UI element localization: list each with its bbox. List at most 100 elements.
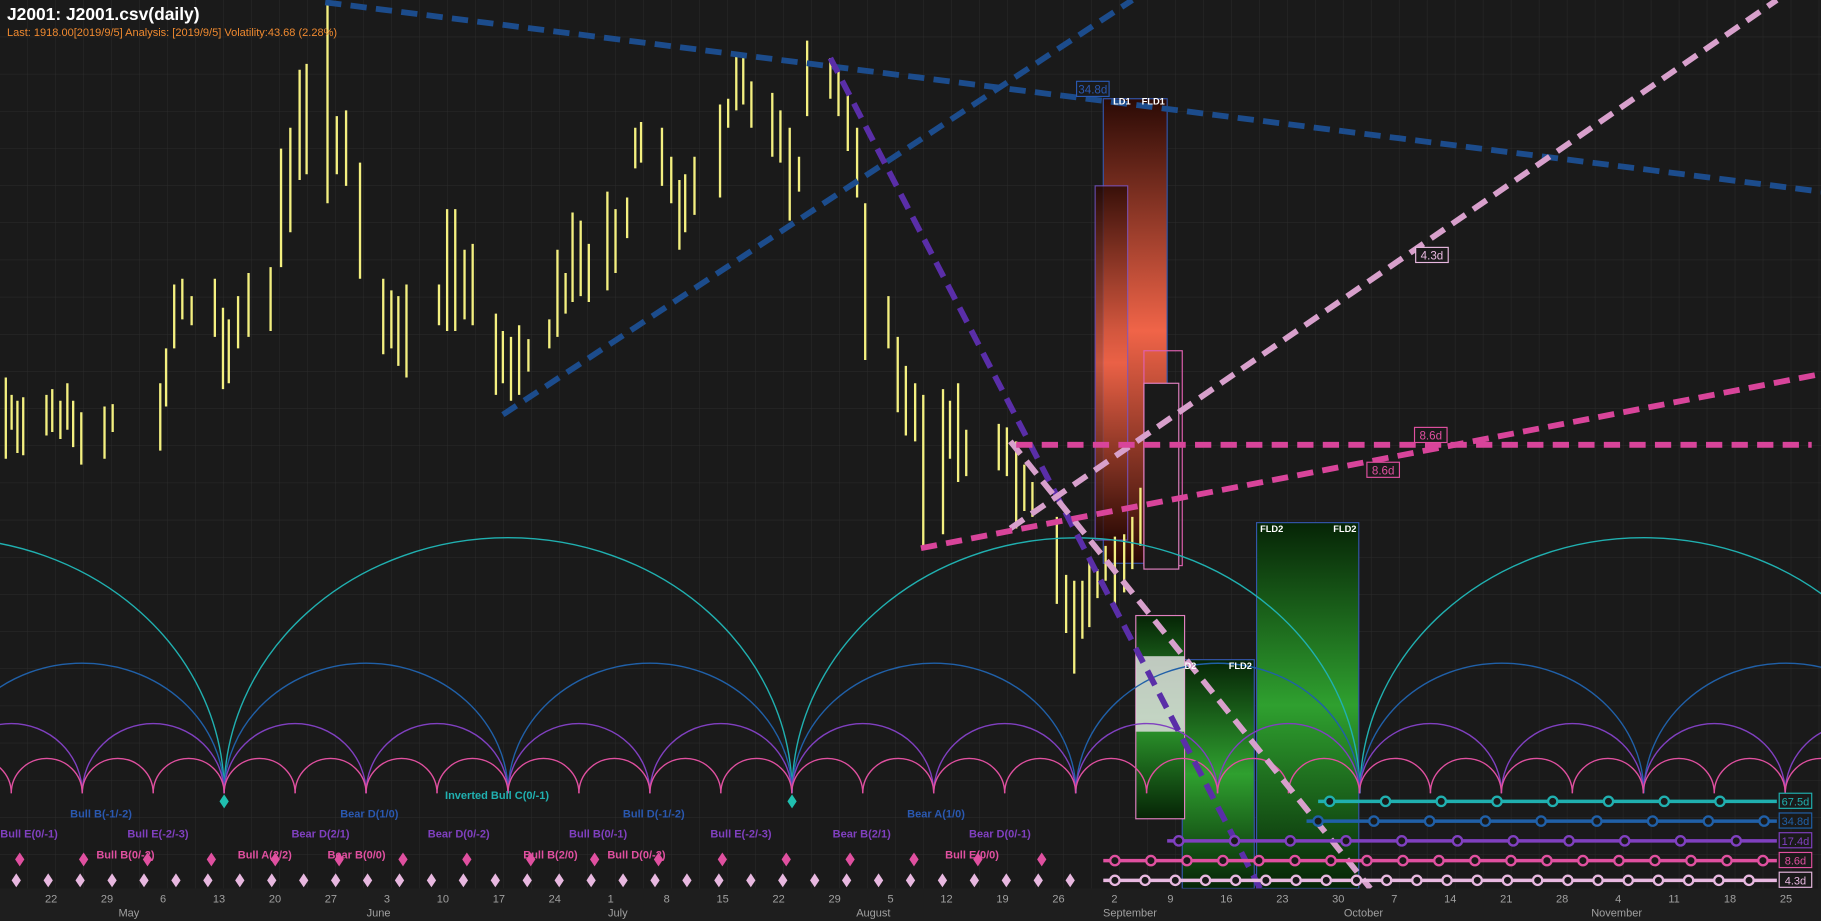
cycle-arc — [1358, 722, 1503, 794]
cycle-arc — [223, 662, 509, 794]
cycle-label: Bear D(2/1) — [291, 828, 349, 840]
x-day-label: 12 — [940, 893, 952, 905]
x-day-label: 7 — [1391, 893, 1397, 905]
period-tag: 4.3d — [1785, 875, 1806, 887]
x-day-label: 20 — [269, 893, 281, 905]
cycle-dot — [1325, 854, 1337, 867]
x-month-label: July — [608, 907, 628, 919]
cycle-arc — [1075, 662, 1361, 794]
cycle-arc — [1145, 757, 1219, 794]
line-tag: 8.6d — [1419, 430, 1442, 443]
grid — [0, 0, 1821, 889]
cycle-label: Bull A(2/2) — [238, 849, 292, 861]
diamond — [810, 873, 820, 888]
cycle-dot — [1228, 835, 1241, 847]
diamond — [171, 873, 181, 888]
diamond — [1037, 852, 1047, 867]
cycle-dot — [1546, 795, 1559, 808]
line-tag: 4.3d — [1421, 250, 1444, 263]
info-line: Last: 1918.00[2019/9/5] Analysis: [2019/… — [7, 27, 337, 39]
cycle-dot — [1145, 854, 1157, 867]
cycle-label: Bull E(0/0) — [945, 849, 999, 861]
x-day-label: 21 — [1500, 893, 1512, 905]
diamond — [362, 873, 373, 888]
cycle-label: Inverted Bull C(0/-1) — [445, 790, 549, 802]
cycle-dot — [1199, 874, 1212, 887]
diamond — [905, 873, 916, 888]
cycle-arc — [578, 757, 651, 794]
diamond — [618, 873, 628, 888]
cycle-dot — [1441, 874, 1453, 887]
tag-box — [1075, 80, 1110, 97]
cycle-dot — [1290, 874, 1302, 887]
diamond — [15, 852, 25, 867]
cycle-arc — [0, 662, 225, 794]
diamond — [398, 852, 408, 867]
x-day-label: 4 — [1615, 893, 1621, 905]
diamond — [589, 852, 600, 867]
cycle-arc — [1571, 757, 1645, 794]
diamond — [1065, 873, 1075, 888]
trough-marker — [787, 794, 797, 809]
x-day-label: 3 — [384, 893, 390, 905]
trend-line — [324, 0, 1821, 195]
x-day-label: 11 — [1668, 893, 1679, 905]
period-box — [1778, 812, 1813, 829]
cycle-dot — [1535, 815, 1547, 827]
cycle-dot — [1379, 795, 1392, 808]
cycle-label: Bear A(1/0) — [907, 809, 965, 821]
diamond — [490, 873, 500, 888]
trend-line — [1008, 439, 1373, 891]
box — [1094, 185, 1129, 541]
cycle-arc — [933, 722, 1077, 794]
cycle-arc — [649, 722, 793, 794]
cycle-dot — [1380, 874, 1393, 887]
diamond — [43, 873, 53, 888]
x-day-label: 15 — [717, 893, 729, 905]
diamond — [778, 873, 788, 888]
cycle-dot — [1361, 854, 1373, 867]
x-day-label: 29 — [828, 893, 840, 905]
cycle-dot — [1340, 835, 1352, 847]
cycle-dot — [1652, 874, 1665, 887]
tag-box — [1413, 426, 1448, 444]
cycle-dot — [1730, 835, 1743, 847]
cycle-arc — [365, 722, 509, 794]
period-tag: 17.4d — [1782, 836, 1810, 848]
diamond — [206, 852, 217, 867]
cycle-dot — [1451, 835, 1464, 847]
cycle-arc — [933, 757, 1006, 794]
cycle-dot — [1507, 835, 1520, 847]
x-day-label: 2 — [1111, 893, 1117, 905]
price-bars — [4, 0, 1142, 674]
cycle-dot — [1702, 815, 1715, 827]
cycle-dot — [1320, 874, 1333, 887]
cycle-arc — [507, 662, 793, 794]
diamond — [653, 852, 664, 867]
cycle-arc — [1642, 722, 1786, 794]
cycle-label: Bull B(-1/-2) — [70, 809, 132, 821]
line-tag: 34.8d — [1078, 84, 1107, 97]
period-box — [1778, 832, 1813, 849]
fld-label: FLD2 — [1333, 524, 1356, 534]
cycle-label: Bear D(0/-1) — [969, 828, 1031, 840]
trend-line — [827, 56, 1263, 890]
x-month-label: September — [1103, 907, 1157, 919]
x-day-label: 28 — [1556, 893, 1568, 905]
diamond — [235, 873, 245, 888]
diamond — [1001, 873, 1011, 888]
cycle-dot — [1531, 874, 1544, 887]
cycle-dot — [1253, 854, 1265, 867]
x-day-label: 26 — [1052, 893, 1064, 905]
x-month-label: June — [367, 907, 391, 919]
period-tag: 34.8d — [1782, 816, 1810, 828]
cycle-dot — [1109, 874, 1121, 887]
cycle-dot — [1172, 835, 1185, 847]
cycle-arc — [1287, 757, 1361, 794]
cycle-label: Bull D(0/-2) — [607, 849, 665, 861]
fld-label: LD1 — [1113, 97, 1131, 107]
fld-label: D2 — [1184, 661, 1196, 671]
cycle-label: Bear B(0/0) — [327, 849, 385, 861]
cycle-dot — [1109, 854, 1121, 867]
